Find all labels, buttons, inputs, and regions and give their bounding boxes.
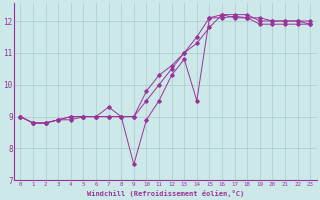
X-axis label: Windchill (Refroidissement éolien,°C): Windchill (Refroidissement éolien,°C) [87, 190, 244, 197]
